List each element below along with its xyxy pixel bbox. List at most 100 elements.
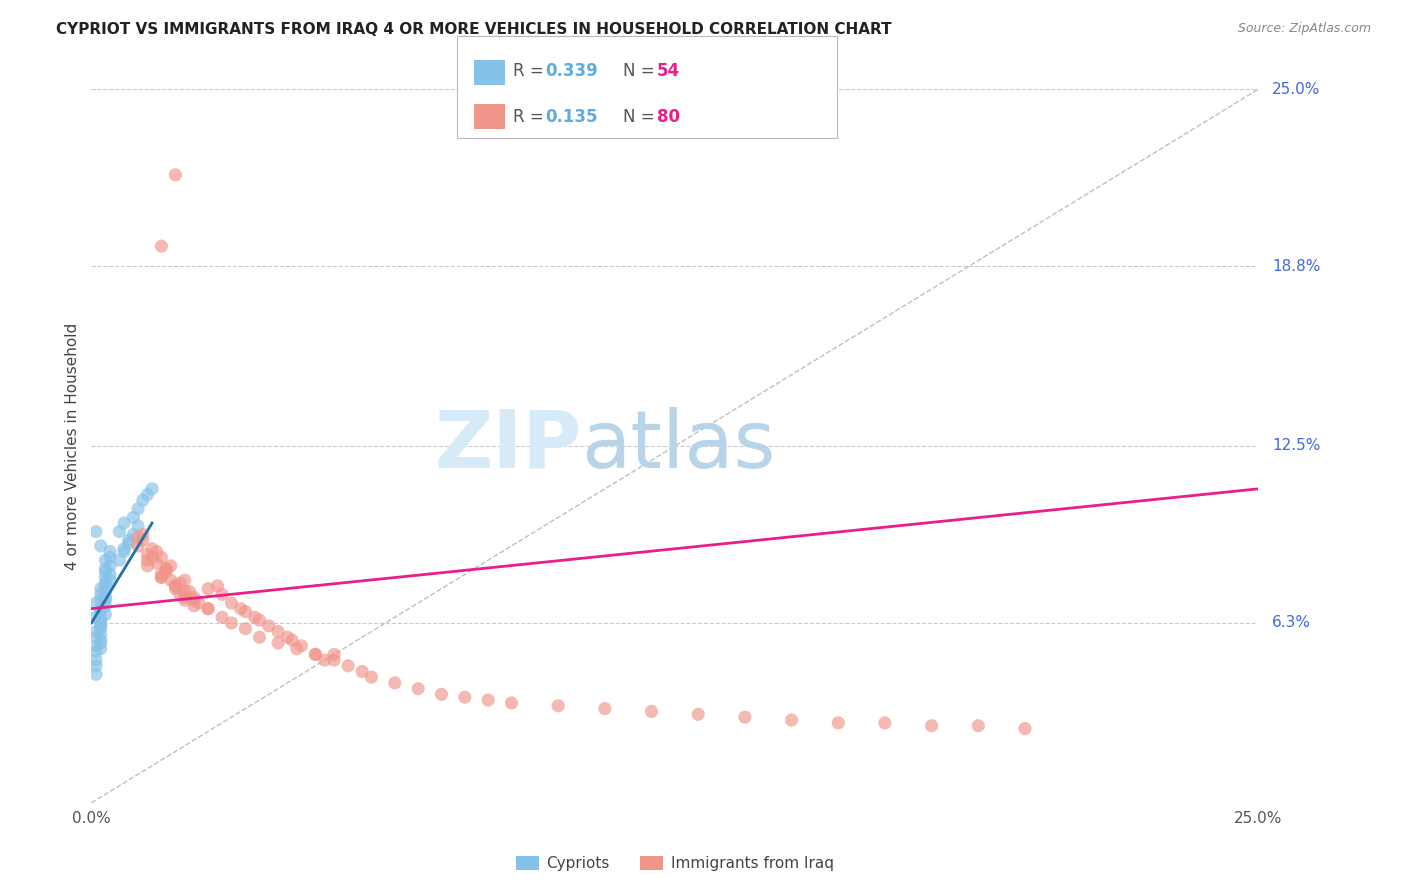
Point bbox=[547, 698, 569, 713]
Point bbox=[112, 516, 135, 530]
Point bbox=[122, 510, 145, 524]
Point bbox=[352, 665, 374, 679]
Point bbox=[169, 576, 191, 591]
Point bbox=[84, 644, 107, 658]
Point bbox=[90, 615, 112, 630]
Point bbox=[141, 482, 163, 496]
Point bbox=[593, 701, 616, 715]
Point bbox=[84, 624, 107, 639]
Text: ZIP: ZIP bbox=[434, 407, 582, 485]
Point bbox=[169, 587, 191, 601]
Point bbox=[150, 567, 173, 582]
Point bbox=[827, 715, 849, 730]
Text: 54: 54 bbox=[657, 62, 679, 80]
Point bbox=[159, 573, 181, 587]
Text: 18.8%: 18.8% bbox=[1272, 259, 1320, 274]
Point bbox=[94, 576, 117, 591]
Text: Source: ZipAtlas.com: Source: ZipAtlas.com bbox=[1237, 22, 1371, 36]
Point bbox=[165, 579, 187, 593]
Point bbox=[229, 601, 252, 615]
Point bbox=[90, 593, 112, 607]
Point bbox=[127, 530, 149, 544]
Point bbox=[967, 719, 990, 733]
Point bbox=[235, 605, 257, 619]
Text: R =: R = bbox=[513, 108, 550, 126]
Point bbox=[94, 553, 117, 567]
Point bbox=[98, 567, 121, 582]
Point bbox=[430, 687, 453, 701]
Point bbox=[454, 690, 477, 705]
Point bbox=[360, 670, 382, 684]
Point bbox=[90, 641, 112, 656]
Text: 0.135: 0.135 bbox=[546, 108, 598, 126]
Point bbox=[165, 582, 187, 596]
Point bbox=[84, 653, 107, 667]
Point bbox=[150, 550, 173, 565]
Point bbox=[173, 591, 195, 605]
Point bbox=[118, 536, 141, 550]
Point bbox=[688, 707, 710, 722]
Legend: Cypriots, Immigrants from Iraq: Cypriots, Immigrants from Iraq bbox=[510, 850, 839, 877]
Point bbox=[127, 539, 149, 553]
Point bbox=[94, 562, 117, 576]
Point bbox=[304, 648, 326, 662]
Point bbox=[132, 527, 155, 541]
Point bbox=[155, 565, 177, 579]
Point bbox=[173, 573, 195, 587]
Point bbox=[183, 591, 205, 605]
Point bbox=[90, 633, 112, 648]
Point bbox=[90, 601, 112, 615]
Point bbox=[90, 622, 112, 636]
Point bbox=[84, 610, 107, 624]
Point bbox=[249, 613, 271, 627]
Point bbox=[501, 696, 523, 710]
Point bbox=[94, 599, 117, 613]
Point bbox=[323, 653, 346, 667]
Point bbox=[406, 681, 429, 696]
Point bbox=[145, 544, 167, 558]
Point bbox=[108, 553, 131, 567]
Point bbox=[304, 648, 326, 662]
Point bbox=[221, 615, 243, 630]
Text: CYPRIOT VS IMMIGRANTS FROM IRAQ 4 OR MORE VEHICLES IN HOUSEHOLD CORRELATION CHAR: CYPRIOT VS IMMIGRANTS FROM IRAQ 4 OR MOR… bbox=[56, 22, 891, 37]
Text: 80: 80 bbox=[657, 108, 679, 126]
Text: N =: N = bbox=[623, 62, 659, 80]
Point bbox=[145, 556, 167, 570]
Point bbox=[290, 639, 312, 653]
Point bbox=[183, 593, 205, 607]
Point bbox=[90, 587, 112, 601]
Point bbox=[187, 596, 209, 610]
Point bbox=[98, 544, 121, 558]
Point bbox=[98, 558, 121, 573]
Text: R =: R = bbox=[513, 62, 550, 80]
Point bbox=[221, 596, 243, 610]
Point bbox=[323, 648, 346, 662]
Text: atlas: atlas bbox=[582, 407, 776, 485]
Point bbox=[235, 622, 257, 636]
Point bbox=[98, 550, 121, 565]
Point bbox=[281, 633, 304, 648]
Point bbox=[136, 558, 159, 573]
Y-axis label: 4 or more Vehicles in Household: 4 or more Vehicles in Household bbox=[65, 322, 80, 570]
Point bbox=[90, 605, 112, 619]
Point bbox=[127, 501, 149, 516]
Point bbox=[285, 641, 308, 656]
Point bbox=[183, 599, 205, 613]
Point bbox=[173, 593, 195, 607]
Point bbox=[90, 539, 112, 553]
Point bbox=[640, 705, 662, 719]
Point bbox=[165, 168, 187, 182]
Point bbox=[477, 693, 499, 707]
Point bbox=[267, 636, 290, 650]
Point bbox=[136, 548, 159, 562]
Point bbox=[337, 658, 360, 673]
Point bbox=[267, 624, 290, 639]
Point bbox=[179, 584, 201, 599]
Point bbox=[90, 619, 112, 633]
Point bbox=[150, 570, 173, 584]
Text: N =: N = bbox=[623, 108, 659, 126]
Point bbox=[94, 570, 117, 584]
Point bbox=[384, 676, 406, 690]
Point bbox=[84, 596, 107, 610]
Point bbox=[243, 610, 266, 624]
